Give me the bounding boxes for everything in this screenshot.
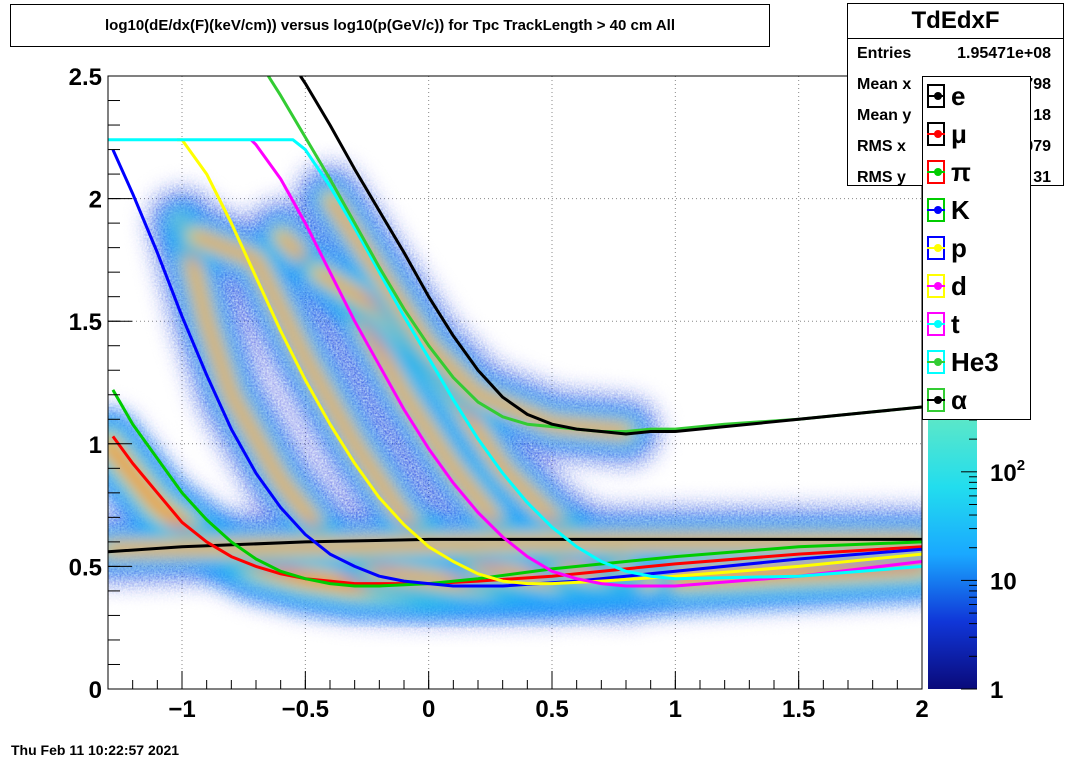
x-tick-label: 1 — [669, 696, 682, 723]
y-tick-label: 0 — [89, 677, 102, 704]
stats-key: Mean y — [857, 107, 912, 124]
curve-d — [250, 138, 922, 588]
legend-label: α — [951, 385, 967, 415]
y-tick-label: 1 — [89, 432, 102, 459]
legend-label: d — [951, 271, 967, 301]
legend-entry[interactable]: π — [923, 153, 1030, 191]
timestamp: Thu Feb 11 10:22:57 2021 — [11, 742, 180, 758]
stats-value: 18 — [1033, 107, 1051, 124]
legend-entry[interactable]: He3 — [923, 343, 1030, 381]
y-tick-label: 2.5 — [69, 64, 102, 91]
colorbar-tick-label: 10 — [990, 568, 1017, 595]
y-tick-label: 2 — [89, 187, 102, 214]
legend-marker-dot — [934, 92, 942, 100]
curve-e — [108, 537, 922, 554]
curve-p — [177, 138, 922, 586]
legend-marker-dot — [934, 320, 942, 328]
legend-marker-icon — [927, 122, 945, 146]
curve-α — [299, 76, 922, 436]
legend-marker-icon — [927, 274, 945, 298]
legend-marker-dot — [934, 168, 942, 176]
density-band-p-level — [190, 231, 630, 590]
y-axis: 0 0.5 1 1.5 2 2.5 — [69, 64, 132, 704]
legend-marker-icon — [927, 350, 945, 374]
chart-title: log10(dE/dx(F)(keV/cm)) versus log10(p(G… — [10, 4, 770, 47]
legend-label: K — [951, 195, 970, 225]
x-tick-label: 0.5 — [535, 696, 568, 723]
legend-entry[interactable]: α — [923, 381, 1030, 419]
legend-marker-dot — [934, 244, 942, 252]
stats-row: Entries 1.95471e+08 — [848, 39, 1063, 70]
legend-entry[interactable]: t — [923, 305, 1030, 343]
stats-row: RMS y 31 — [848, 163, 1063, 194]
legend-label: π — [951, 157, 971, 187]
legend-marker-icon — [927, 198, 945, 222]
legend-label: e — [951, 81, 966, 111]
legend-entry[interactable]: d — [923, 267, 1030, 305]
colorbar-tick-label: 1 — [990, 677, 1003, 704]
legend-label: μ — [951, 119, 967, 149]
legend-marker-dot — [934, 282, 942, 290]
x-tick-label: 1.5 — [782, 696, 815, 723]
color-scale-gradient — [928, 420, 977, 689]
x-tick-label: 0 — [422, 696, 435, 723]
legend-marker-dot — [934, 130, 942, 138]
legend-marker-icon — [927, 312, 945, 336]
stats-row: Mean y 18 — [848, 101, 1063, 132]
legend-marker-icon — [927, 160, 945, 184]
legend-marker-dot — [934, 206, 942, 214]
stats-key: RMS x — [857, 138, 906, 155]
curve-t — [108, 138, 922, 581]
color-scale-bar: 1 10 102 — [928, 419, 1025, 704]
legend-marker-dot — [934, 396, 942, 404]
legend-marker-icon — [927, 388, 945, 412]
curve-He3 — [267, 76, 922, 433]
density-core — [108, 176, 922, 620]
stats-name: TdEdxF — [848, 4, 1063, 39]
density-band-k-level — [178, 219, 606, 590]
stats-key: RMS y — [857, 169, 906, 186]
legend-entry[interactable]: p — [923, 229, 1030, 267]
colorbar-tick-label: 102 — [990, 457, 1025, 487]
stats-value: 1.95471e+08 — [957, 45, 1051, 62]
stats-key: Mean x — [857, 76, 912, 93]
curve-π — [111, 389, 922, 588]
legend-label: p — [951, 233, 967, 263]
heatmap-density — [108, 163, 922, 624]
x-axis: −1 −0.5 0 0.5 1 1.5 2 — [107, 671, 929, 723]
x-tick-label: −0.5 — [282, 696, 329, 723]
legend-entry[interactable]: K — [923, 191, 1030, 229]
legend-marker-icon — [927, 236, 945, 260]
legend-marker-icon — [927, 84, 945, 108]
y-tick-label: 0.5 — [69, 554, 102, 581]
legend-marker-dot — [934, 358, 942, 366]
x-tick-label: −1 — [168, 696, 195, 723]
expected-dedx-curves — [108, 76, 922, 588]
density-band-e-level — [108, 537, 922, 554]
legend-entry[interactable]: μ — [923, 115, 1030, 153]
legend-label: t — [951, 309, 960, 339]
y-tick-label: 1.5 — [69, 309, 102, 336]
x-tick-label: 2 — [915, 696, 928, 723]
stats-value: 31 — [1033, 169, 1051, 186]
legend-label: He3 — [951, 347, 999, 377]
legend-entry[interactable]: e — [923, 77, 1030, 115]
colorbar-tick-exponent: 2 — [1017, 457, 1025, 474]
stats-key: Entries — [857, 45, 912, 62]
